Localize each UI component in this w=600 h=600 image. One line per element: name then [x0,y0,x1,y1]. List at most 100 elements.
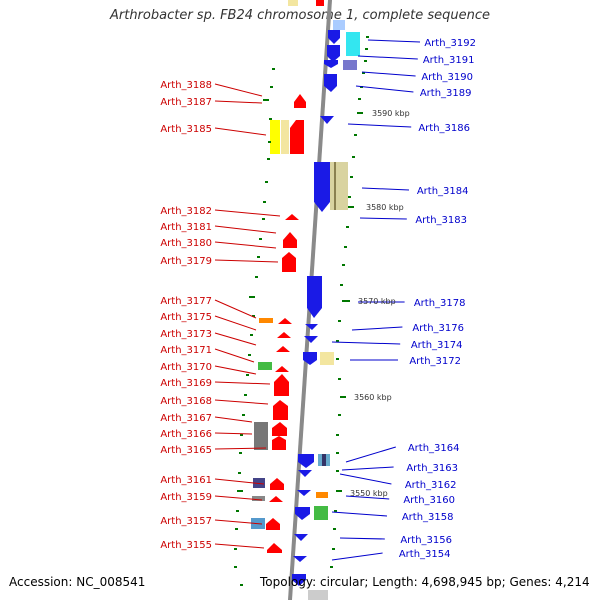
leader-line [214,495,263,501]
reverse-gene [292,574,306,586]
reverse-gene [298,454,314,468]
gene-label-arth_3182[interactable]: Arth_3182 [160,206,212,217]
gene-label-arth_3159[interactable]: Arth_3159 [160,492,212,503]
leader-line [355,85,414,93]
forward-gene [276,346,290,352]
forward-gene [278,318,292,324]
gene-label-arth_3185[interactable]: Arth_3185 [160,124,212,135]
forward-gene [272,422,287,436]
map-title: Arthrobacter sp. FB24 chromosome 1, comp… [109,8,491,23]
reverse-gene [288,0,298,6]
gene-label-arth_3189[interactable]: Arth_3189 [420,88,472,99]
reverse-gene [330,162,348,210]
leader-line [214,381,271,385]
leader-line [214,83,263,97]
gene-label-arth_3173[interactable]: Arth_3173 [160,329,212,340]
leader-line [214,127,267,136]
gene-label-arth_3192[interactable]: Arth_3192 [424,38,476,49]
leader-line [341,466,394,471]
gene-label-arth_3158[interactable]: Arth_3158 [402,512,454,523]
gene-label-arth_3178[interactable]: Arth_3178 [414,298,466,309]
leader-line [345,446,396,463]
leader-line [367,39,421,43]
gene-label-arth_3190[interactable]: Arth_3190 [421,72,473,83]
gene-label-arth_3166[interactable]: Arth_3166 [160,429,212,440]
reverse-gene [294,534,308,541]
leader-line [351,326,403,331]
reverse-gene [297,490,311,496]
gene-label-arth_3156[interactable]: Arth_3156 [400,535,452,546]
gene-label-arth_3167[interactable]: Arth_3167 [160,413,212,424]
gene-label-arth_3188[interactable]: Arth_3188 [160,80,212,91]
scale-marker-label: 3590 kbp [372,109,410,118]
forward-gene [254,422,268,450]
forward-gene [267,543,282,553]
leader-line [339,473,392,485]
accession-text: Accession: NC_008541 [9,575,146,589]
leader-line [345,495,390,500]
gene-label-arth_3154[interactable]: Arth_3154 [399,549,451,560]
reverse-gene [343,60,357,70]
forward-gene [294,94,306,108]
gene-label-arth_3183[interactable]: Arth_3183 [415,215,467,226]
leader-line [214,432,253,435]
reverse-gene [298,470,312,477]
reverse-gene [314,162,330,212]
gene-label-arth_3177[interactable]: Arth_3177 [160,296,212,307]
reverse-gene [322,454,326,466]
scale-ticks [234,36,369,586]
reverse-gene [305,324,318,330]
gene-label-arth_3179[interactable]: Arth_3179 [160,256,212,267]
forward-gene [266,518,280,530]
reverse-gene [295,507,310,520]
gene-label-arth_3176[interactable]: Arth_3176 [412,323,464,334]
leader-line [214,209,281,217]
forward-gene [272,436,286,450]
gene-label-arth_3157[interactable]: Arth_3157 [160,516,212,527]
gene-label-arth_3168[interactable]: Arth_3168 [160,396,212,407]
scale-marker-label: 3550 kbp [350,489,388,498]
reverse-gene [303,352,317,365]
gene-label-arth_3186[interactable]: Arth_3186 [418,123,470,134]
gene-label-arth_3175[interactable]: Arth_3175 [160,312,212,323]
leader-line [214,399,269,405]
gene-label-arth_3171[interactable]: Arth_3171 [160,345,212,356]
leader-lines [214,39,421,561]
gene-label-arth_3162[interactable]: Arth_3162 [405,480,457,491]
reverse-gene [320,116,334,124]
leader-line [214,519,263,525]
reverse-gene [327,45,340,62]
gene-label-arth_3160[interactable]: Arth_3160 [403,495,455,506]
gene-label-arth_3174[interactable]: Arth_3174 [411,340,463,351]
leader-line [214,478,265,485]
leader-line [214,241,277,249]
scale-marker-label: 3580 kbp [366,203,404,212]
feature-layer [234,0,369,600]
gene-label-arth_3165[interactable]: Arth_3165 [160,445,212,456]
gene-label-arth_3161[interactable]: Arth_3161 [160,475,212,486]
gene-label-arth_3172[interactable]: Arth_3172 [409,356,461,367]
gene-label-arth_3191[interactable]: Arth_3191 [423,55,475,66]
forward-gene [273,400,288,420]
leader-line [214,225,277,234]
gene-label-arth_3155[interactable]: Arth_3155 [160,540,212,551]
leader-line [214,259,279,263]
gene-label-arth_3164[interactable]: Arth_3164 [408,443,460,454]
gene-label-arth_3170[interactable]: Arth_3170 [160,362,212,373]
reverse-gene [320,352,334,365]
leader-line [214,416,253,423]
scale-marker-label: 3560 kbp [354,393,392,402]
leader-line [361,71,416,77]
gene-label-arth_3169[interactable]: Arth_3169 [160,378,212,389]
gene-label-arth_3163[interactable]: Arth_3163 [406,463,458,474]
gene-label-arth_3187[interactable]: Arth_3187 [160,97,212,108]
forward-gene [274,374,289,396]
reverse-gene [316,492,328,498]
gene-label-arth_3181[interactable]: Arth_3181 [160,222,212,233]
forward-gene [283,232,297,248]
reverse-gene [324,60,338,68]
leader-line [359,217,407,220]
gene-label-arth_3180[interactable]: Arth_3180 [160,238,212,249]
gene-label-arth_3184[interactable]: Arth_3184 [417,186,469,197]
